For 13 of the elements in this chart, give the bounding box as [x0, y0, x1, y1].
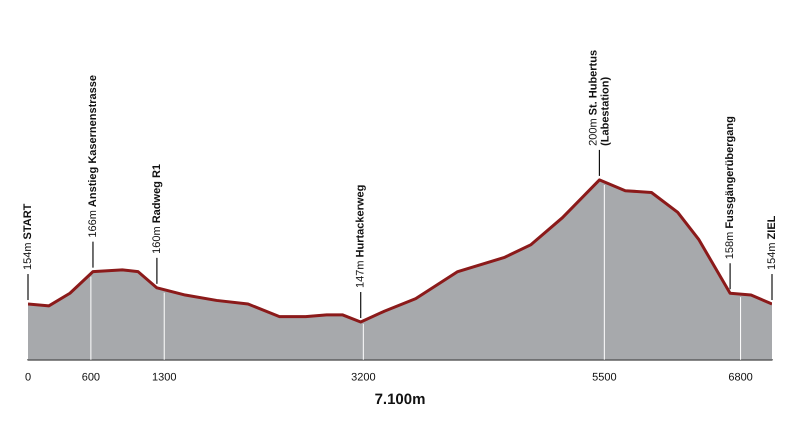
x-tick-label: 0	[24, 371, 32, 384]
x-tick-label: 3200	[351, 371, 376, 384]
annotation: 166m Anstieg Kasernenstrasse	[87, 75, 99, 238]
x-tick-label: 1300	[152, 371, 176, 384]
x-tick-label: 5500	[592, 371, 617, 384]
annotation: 147m Hurtackerweg	[354, 184, 367, 288]
x-tick-label: 600	[82, 371, 100, 384]
x-axis-title: 7.100m	[374, 391, 426, 408]
annotation: 154m START	[22, 203, 34, 270]
annotation: 154m ZIEL	[766, 215, 778, 270]
annotation: 160m Radweg R1	[150, 164, 163, 254]
x-tick-label: 6800	[728, 371, 753, 384]
annotation: 158m Fussgängerübergang	[724, 116, 736, 260]
